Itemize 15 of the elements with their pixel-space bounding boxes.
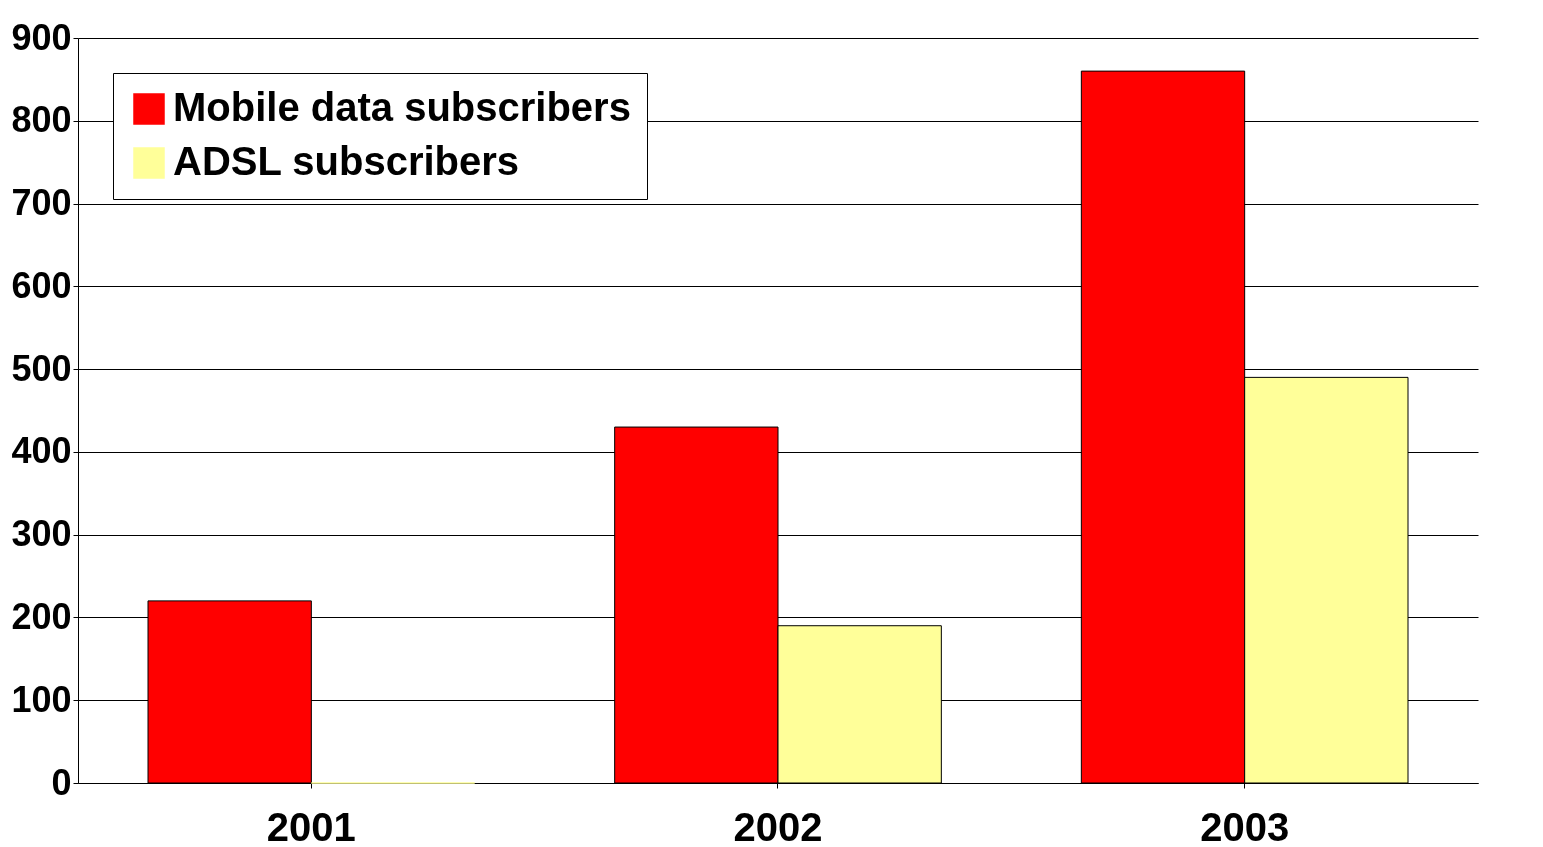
y-tick-label: 500	[11, 347, 72, 389]
y-tick-label: 200	[11, 595, 72, 637]
y-tick-label: 700	[11, 182, 72, 224]
y-tick-label: 800	[11, 99, 72, 141]
y-tick-label: 600	[11, 264, 72, 306]
legend-label: Mobile data subscribers	[173, 85, 631, 129]
y-tick-label: 400	[11, 430, 72, 472]
y-tick-label: 100	[11, 678, 72, 720]
y-tick-label: 0	[51, 761, 72, 803]
y-tick-label: 900	[11, 16, 72, 58]
x-tick-label: 2002	[733, 804, 823, 847]
legend-label: ADSL subscribers	[173, 139, 520, 183]
y-tick-label: 300	[11, 513, 72, 555]
x-tick-label: 2003	[1200, 804, 1290, 847]
x-tick-label: 2001	[266, 804, 356, 847]
